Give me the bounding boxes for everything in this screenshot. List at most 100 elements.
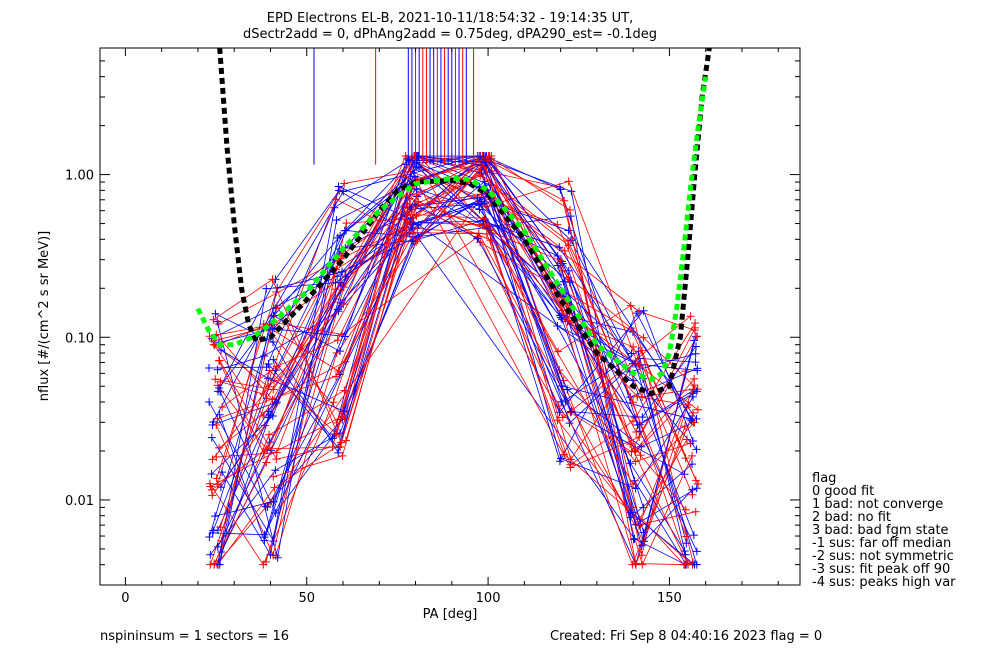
blue-data-point	[477, 199, 486, 208]
blue-data-point	[692, 387, 701, 396]
red-data-point	[558, 413, 567, 422]
blue-data-point	[475, 205, 484, 214]
blue-data-trace	[217, 155, 691, 547]
red-data-point	[210, 559, 219, 568]
red-data-point	[563, 237, 572, 246]
red-data-point	[331, 195, 340, 204]
red-data-point	[691, 319, 700, 328]
red-data-point	[268, 275, 277, 284]
blue-data-point	[205, 397, 214, 406]
red-data-point	[636, 451, 645, 460]
red-data-point	[270, 483, 279, 492]
blue-data-point	[639, 528, 648, 537]
red-data-point	[262, 444, 271, 453]
red-data-point	[482, 202, 491, 211]
red-data-point	[565, 205, 574, 214]
blue-data-point	[218, 468, 227, 477]
red-data-point	[633, 392, 642, 401]
blue-data-point	[414, 220, 423, 229]
red-data-point	[626, 301, 635, 310]
red-data-trace	[220, 213, 686, 567]
flag-legend: flag 0 good fit 1 bad: not converge 2 ba…	[812, 471, 956, 590]
blue-data-point	[271, 466, 280, 475]
blue-data-trace	[208, 159, 695, 548]
x-tick-label: 50	[298, 591, 315, 606]
blue-data-point	[264, 374, 273, 383]
blue-data-point	[553, 252, 562, 261]
red-data-point	[259, 411, 268, 420]
legend-entry: -1 sus: far off median	[812, 536, 951, 551]
x-tick-label: 150	[657, 591, 682, 606]
red-data-point	[340, 386, 349, 395]
red-data-point	[558, 306, 567, 315]
blue-data-point	[334, 182, 343, 191]
blue-data-point	[207, 470, 216, 479]
red-data-point	[632, 428, 641, 437]
red-data-point	[482, 229, 491, 238]
red-data-point	[686, 312, 695, 321]
red-data-point	[273, 301, 282, 310]
blue-data-point	[262, 284, 271, 293]
blue-data-point	[626, 459, 635, 468]
blue-data-point	[564, 266, 573, 275]
blue-data-point	[269, 537, 278, 546]
red-data-trace	[217, 155, 691, 462]
blue-data-point	[638, 413, 647, 422]
red-data-point	[213, 480, 222, 489]
blue-data-trace	[217, 228, 686, 566]
blue-data-point	[688, 485, 697, 494]
red-data-point	[690, 381, 699, 390]
red-data-point	[340, 414, 349, 423]
red-data-point	[681, 505, 690, 514]
legend-entry: 3 bad: bad fgm state	[812, 523, 949, 538]
blue-data-point	[215, 560, 224, 569]
red-data-point	[684, 401, 693, 410]
data-layer	[204, 152, 703, 569]
blue-data-point	[692, 342, 701, 351]
blue-data-point	[561, 396, 570, 405]
y-tick-label: 0.10	[65, 331, 94, 346]
red-data-point	[336, 442, 345, 451]
red-data-point	[681, 422, 690, 431]
red-data-point	[631, 560, 640, 569]
blue-data-point	[409, 218, 418, 227]
red-data-point	[553, 220, 562, 229]
red-data-point	[629, 342, 638, 351]
y-tick-label: 1.00	[65, 169, 94, 184]
marker-layer	[313, 48, 475, 165]
red-data-point	[560, 246, 569, 255]
blue-data-point	[208, 528, 217, 537]
blue-data-point	[262, 363, 271, 372]
blue-data-point	[332, 216, 341, 225]
red-data-point	[272, 455, 281, 464]
blue-data-point	[637, 541, 646, 550]
blue-data-point	[692, 484, 701, 493]
blue-data-point	[475, 152, 484, 161]
blue-data-point	[213, 317, 222, 326]
blue-data-point	[268, 337, 277, 346]
blue-data-trace	[268, 197, 693, 449]
red-data-trace	[213, 173, 694, 565]
blue-data-trace	[219, 155, 697, 542]
red-data-point	[332, 418, 341, 427]
red-data-point	[211, 375, 220, 384]
red-data-point	[682, 532, 691, 541]
blue-data-trace	[272, 203, 694, 442]
red-data-trace	[216, 171, 689, 564]
y-tick-label: 0.01	[65, 494, 94, 509]
chart-title: EPD Electrons EL-B, 2021-10-11/18:54:32 …	[267, 11, 633, 26]
footer-right: Created: Fri Sep 8 04:40:16 2023 flag = …	[550, 629, 822, 644]
plot-frame	[99, 47, 801, 586]
blue-data-point	[206, 550, 215, 559]
red-data-point	[331, 372, 340, 381]
red-data-point	[484, 152, 493, 161]
blue-data-point	[553, 261, 562, 270]
red-data-point	[560, 450, 569, 459]
blue-data-point	[269, 497, 278, 506]
blue-data-point	[565, 419, 574, 428]
red-data-point	[216, 377, 225, 386]
blue-data-point	[215, 384, 224, 393]
red-data-point	[269, 385, 278, 394]
red-data-point	[694, 480, 703, 489]
red-data-point	[638, 346, 647, 355]
